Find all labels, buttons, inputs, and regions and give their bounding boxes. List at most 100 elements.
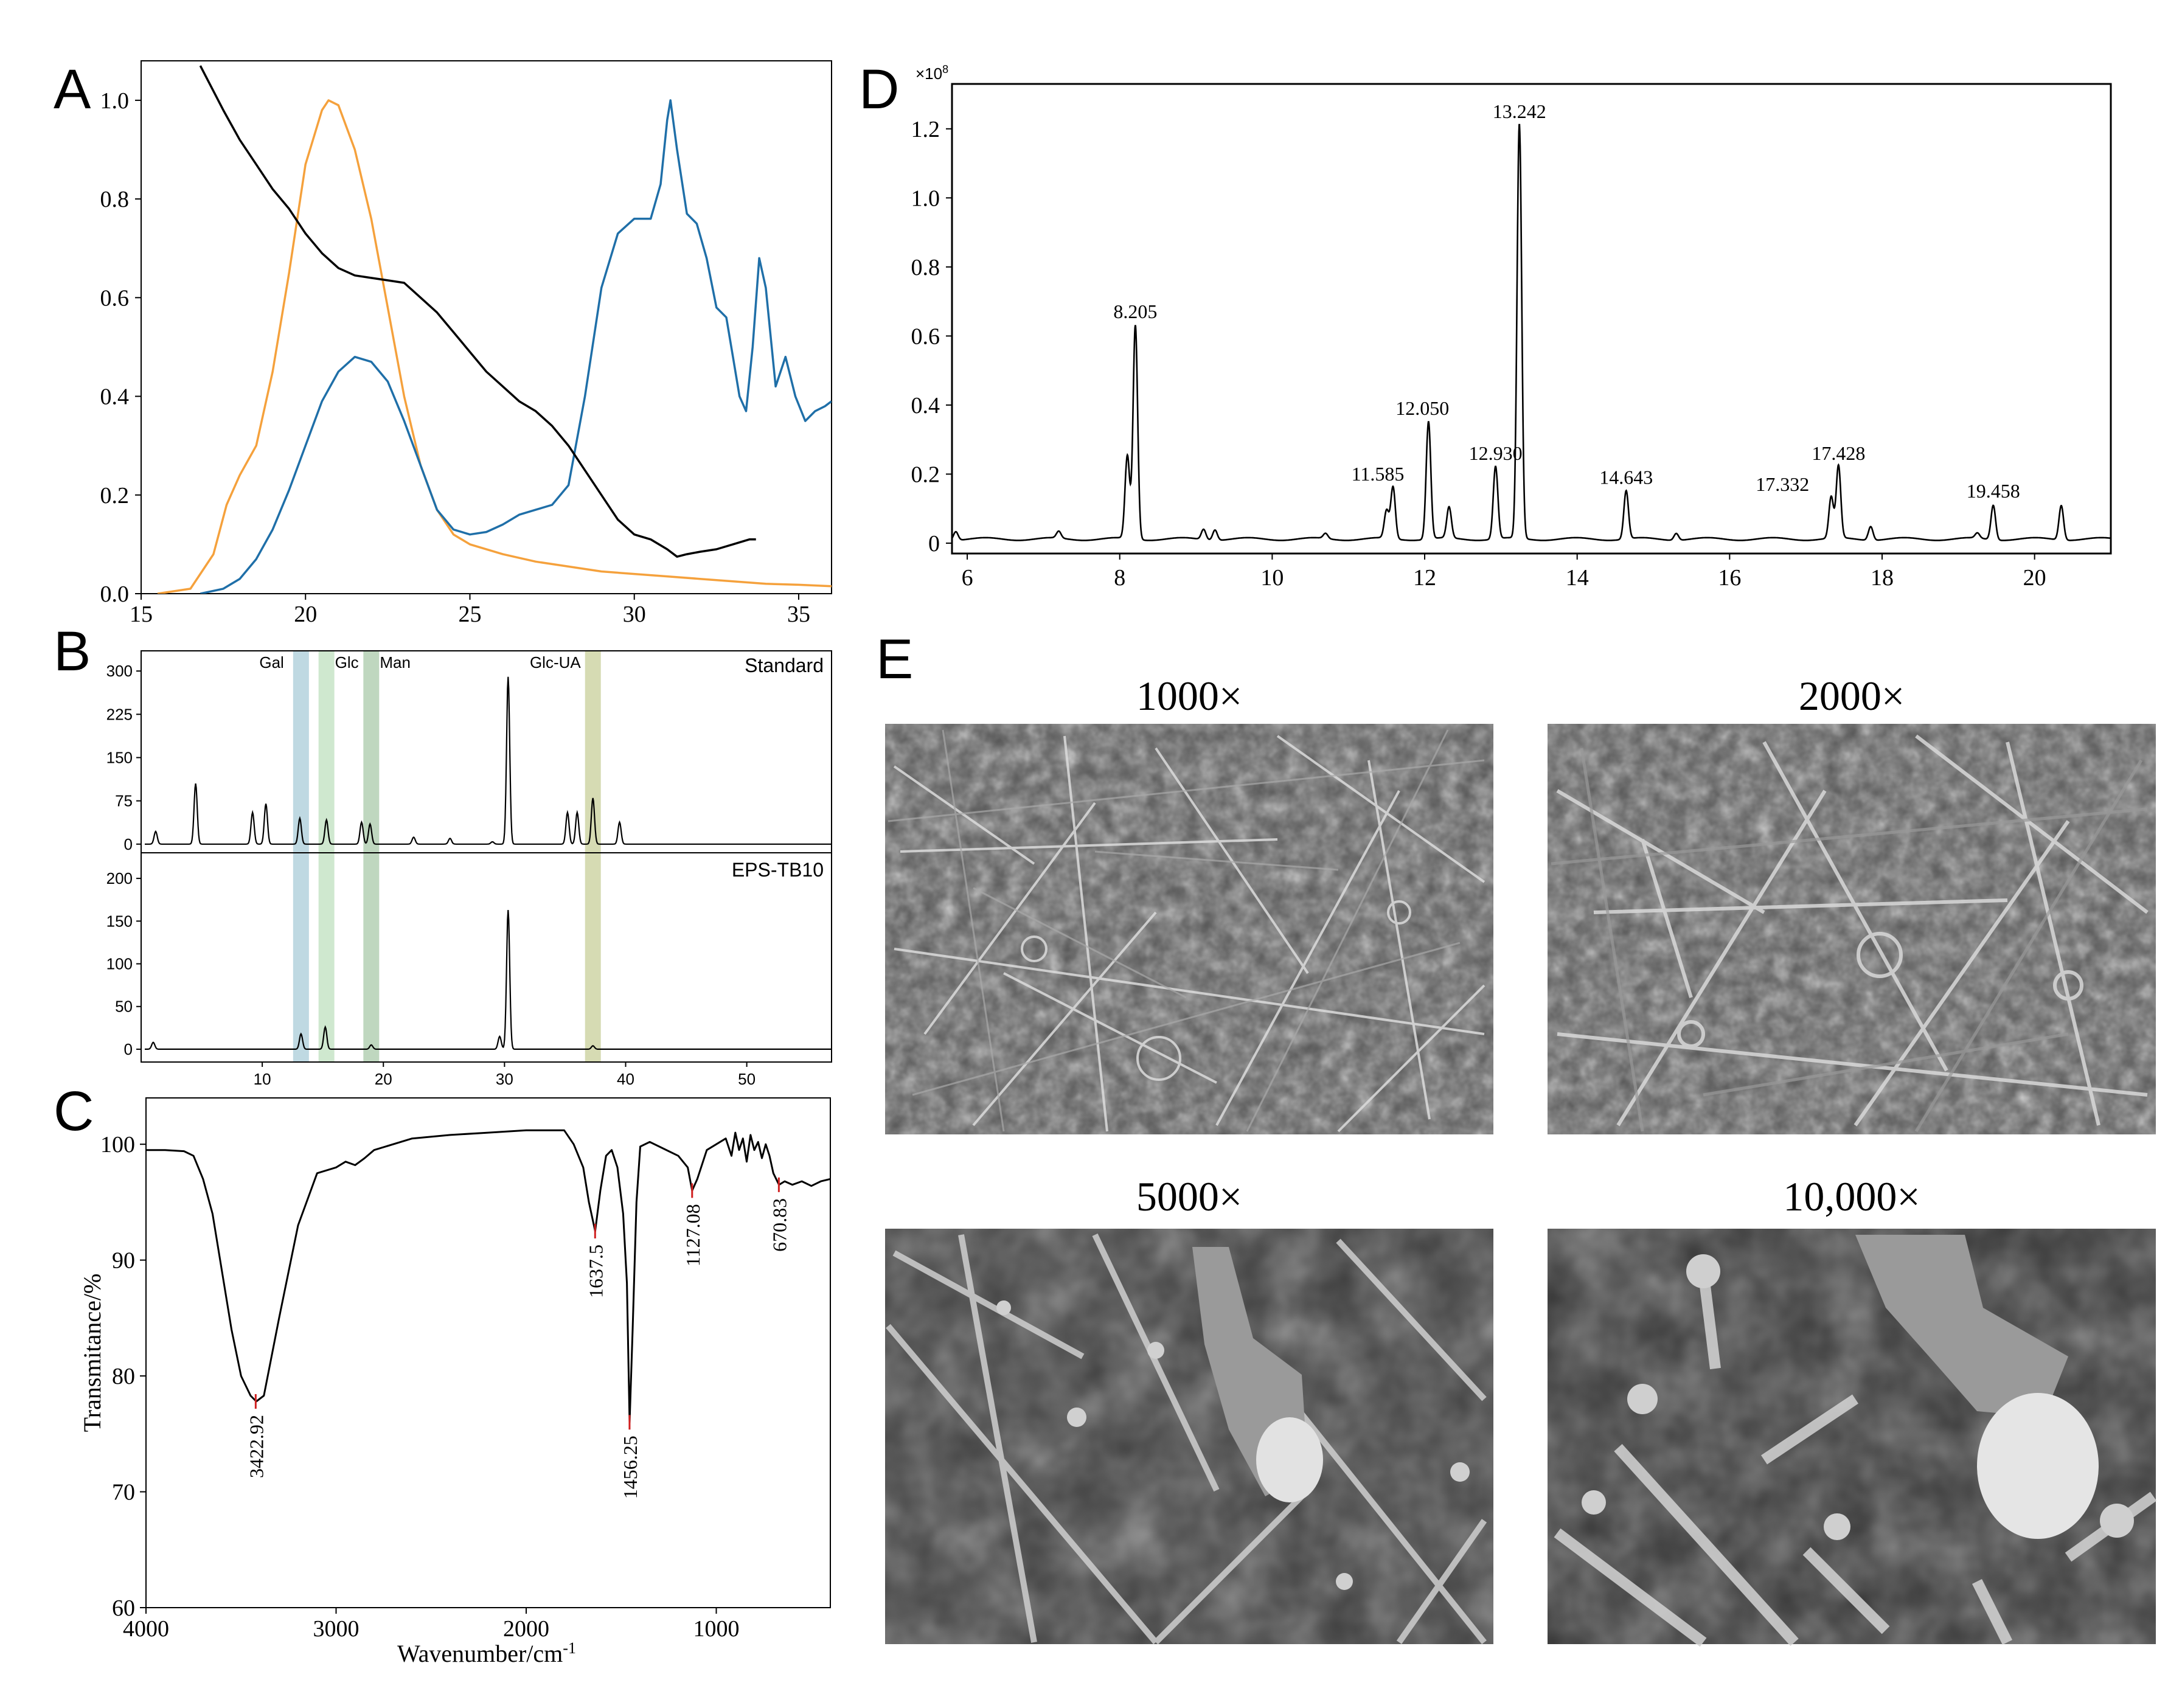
a-xtick-label: 35	[787, 602, 810, 627]
b-ytick-label: 75	[115, 792, 133, 810]
c-ytick-label: 70	[112, 1480, 135, 1505]
b-ytick-label: 225	[106, 705, 133, 723]
d-xtick-label: 16	[1718, 565, 1741, 591]
chart-c-ylabel: Transmitance/%	[78, 1274, 106, 1432]
d-peak-label: 19.458	[1967, 480, 2020, 502]
c-peak-label: 1637.5	[585, 1245, 606, 1298]
sem-label-2000: 2000×	[1799, 673, 1905, 719]
b-band-label-man: Man	[380, 653, 411, 672]
d-ytick-label: 0.4	[911, 393, 940, 418]
c-peak-label: 670.83	[768, 1198, 790, 1252]
b-xtick-label: 50	[738, 1070, 756, 1088]
b-xtick-label: 30	[496, 1070, 513, 1088]
chart-d-frame	[951, 83, 2112, 555]
sem-label-5000: 5000×	[1136, 1173, 1242, 1220]
chart-a: 15 20 25 30 35 0.0 0.2 0.4 0.6 0.8 1.0	[100, 60, 832, 627]
panel-label-b: B	[54, 620, 91, 682]
b-ytick-label: 300	[106, 662, 133, 680]
d-peak-label: 17.428	[1812, 442, 1865, 464]
b-band-label-glc-ua: Glc-UA	[530, 653, 581, 672]
d-xtick-label: 20	[2023, 565, 2046, 591]
d-ytick-label: 0.8	[911, 255, 940, 280]
c-xtick-label: 3000	[313, 1616, 360, 1642]
b-band-glc	[318, 651, 335, 1062]
chart-a-frame	[141, 60, 832, 594]
panel-label-e: E	[876, 628, 913, 690]
d-peak-label: 17.332	[1756, 473, 1809, 495]
d-chromatogram	[952, 123, 2111, 541]
d-ytick-label: 1.2	[911, 117, 940, 142]
chart-d: ×108 6 8 10 12 14 16 18 20 0 0.2 0.4 0.6 0.8 1.0 1.2 8…	[911, 63, 2112, 591]
chart-c-frame	[145, 1097, 831, 1608]
c-ytick-label: 80	[112, 1364, 135, 1389]
a-xtick-label: 15	[130, 602, 153, 627]
d-ytick-label: 0.6	[911, 324, 940, 349]
a-series-orange	[157, 99, 832, 594]
sem-image-2000	[1548, 724, 2156, 1134]
d-peak-label: 12.050	[1395, 397, 1449, 419]
a-ytick-label: 0.0	[100, 581, 130, 607]
b-ytick-label: 0	[124, 835, 133, 853]
sem-image-5000	[885, 1229, 1493, 1645]
b-xtick-label: 20	[375, 1070, 392, 1088]
panel-label-d: D	[859, 58, 899, 120]
b-xtick-label: 10	[254, 1070, 271, 1088]
b-band-man	[363, 651, 380, 1062]
c-peak-label: 3422.92	[245, 1415, 267, 1478]
c-ytick-label: 60	[112, 1595, 135, 1621]
trace-label-eps: EPS-TB10	[732, 859, 824, 881]
panel-label-c: C	[54, 1080, 94, 1142]
sem-panel: 1000× 2000× 5000× 10,000×	[885, 673, 2157, 1647]
c-ytick-label: 90	[112, 1248, 135, 1274]
a-series-black	[199, 65, 756, 558]
a-ytick-label: 1.0	[100, 88, 130, 114]
b-trace-standard	[145, 676, 832, 845]
sem-label-1000: 1000×	[1136, 673, 1242, 719]
b-ytick-label: 0	[124, 1040, 133, 1058]
a-ytick-label: 0.4	[100, 384, 130, 410]
chart-c-xlabel: Wavenumber/cm-1	[397, 1639, 576, 1668]
c-ytick-label: 100	[100, 1132, 135, 1158]
b-ytick-label: 150	[106, 748, 133, 766]
b-trace-eps-tb10	[145, 910, 832, 1050]
c-xtick-label: 2000	[503, 1616, 549, 1642]
d-peak-label: 14.643	[1599, 467, 1653, 488]
d-ytick-label: 1.0	[911, 186, 940, 211]
a-ytick-label: 0.2	[100, 483, 130, 509]
d-xtick-label: 8	[1114, 565, 1125, 591]
b-band-gal	[293, 651, 309, 1062]
sem-image-10000	[1548, 1229, 2157, 1647]
c-xtick-label: 1000	[693, 1616, 740, 1642]
sem-image-1000	[885, 724, 1493, 1134]
d-xtick-label: 10	[1260, 565, 1284, 591]
a-xtick-label: 20	[294, 602, 317, 627]
a-ytick-label: 0.6	[100, 285, 130, 311]
d-ytick-label: 0	[928, 531, 940, 557]
b-ytick-label: 100	[106, 955, 133, 973]
d-peak-label: 8.205	[1113, 300, 1157, 322]
c-peak-label: 1127.08	[682, 1204, 704, 1266]
d-peak-label: 12.930	[1469, 442, 1523, 464]
b-band-label-glc: Glc	[335, 653, 359, 672]
d-peak-label: 13.242	[1493, 100, 1546, 122]
a-xtick-label: 25	[458, 602, 481, 627]
panel-label-a: A	[54, 58, 91, 120]
d-xtick-label: 14	[1566, 565, 1589, 591]
trace-label-standard: Standard	[745, 654, 824, 676]
sem-label-10000: 10,000×	[1783, 1173, 1920, 1220]
b-ytick-label: 50	[115, 998, 133, 1016]
b-ytick-label: 200	[106, 869, 133, 887]
c-peak-label: 1456.25	[619, 1435, 641, 1499]
chart-d-multiplier: ×108	[915, 63, 948, 83]
c-spectrum	[146, 1129, 830, 1423]
b-band-glc-ua	[585, 651, 601, 1062]
a-ytick-label: 0.8	[100, 187, 130, 212]
b-xtick-label: 40	[617, 1070, 634, 1088]
d-xtick-label: 6	[962, 565, 973, 591]
a-series-blue	[200, 99, 832, 594]
chart-b-frame	[141, 650, 832, 1063]
chart-c: 4000 3000 2000 1000 60 70 80 90 100 3422.92 1637.…	[78, 1097, 831, 1668]
d-xtick-label: 18	[1871, 565, 1894, 591]
c-xtick-label: 4000	[123, 1616, 169, 1642]
b-ytick-label: 150	[106, 912, 133, 930]
